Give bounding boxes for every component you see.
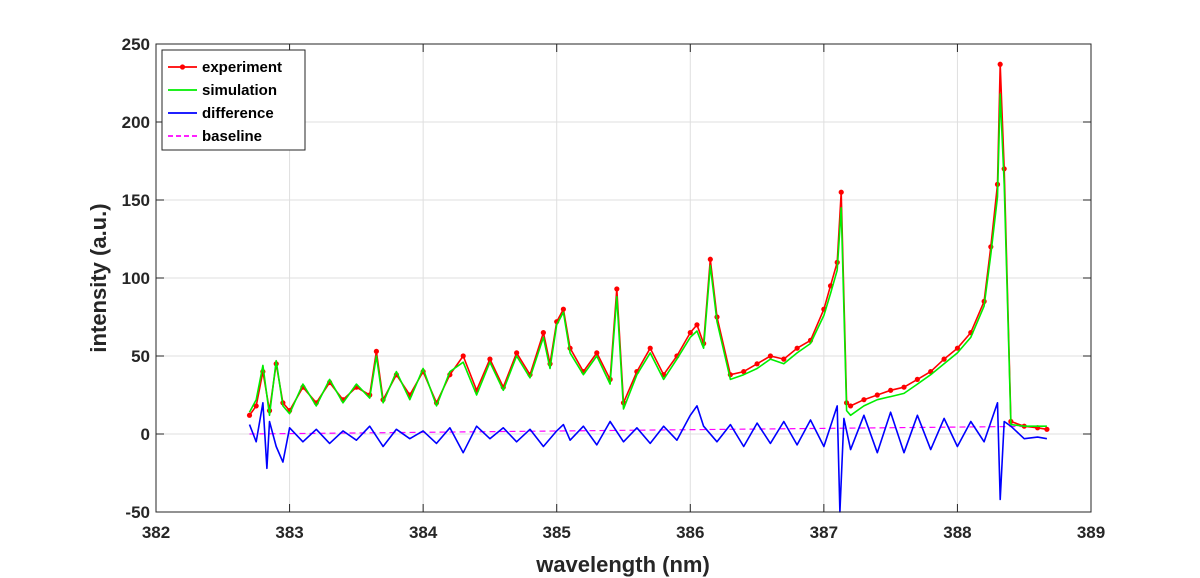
data-point-experiment xyxy=(861,397,867,403)
legend-items: experiment simulation difference baseline xyxy=(168,59,282,145)
legend: experiment simulation difference baseline xyxy=(161,49,306,151)
x-tick-label: 383 xyxy=(275,523,303,542)
data-point-experiment xyxy=(487,356,493,362)
data-point-experiment xyxy=(781,356,787,362)
x-tick-label: 389 xyxy=(1077,523,1105,542)
y-tick-label: 0 xyxy=(141,425,150,444)
legend-label-experiment: experiment xyxy=(202,59,282,76)
data-point-experiment xyxy=(594,350,600,356)
x-tick-label: 386 xyxy=(676,523,704,542)
y-tick-label: 50 xyxy=(131,347,150,366)
data-point-experiment xyxy=(847,403,854,409)
data-point-experiment xyxy=(614,286,620,292)
data-point-experiment xyxy=(460,353,466,359)
x-tick-label: 382 xyxy=(142,523,170,542)
x-axis-title: wavelength (nm) xyxy=(535,552,710,577)
series-layer xyxy=(246,61,1050,513)
data-point-experiment xyxy=(997,61,1003,67)
data-point-experiment xyxy=(246,412,253,418)
data-point-experiment xyxy=(647,345,653,351)
data-point-experiment xyxy=(754,361,760,367)
data-point-experiment xyxy=(888,387,894,393)
data-point-experiment xyxy=(838,189,844,195)
x-tick-label: 388 xyxy=(943,523,971,542)
x-tick-label: 385 xyxy=(543,523,571,542)
data-point-experiment xyxy=(954,345,961,351)
series-line-simulation xyxy=(248,93,1047,428)
data-point-experiment xyxy=(373,348,379,354)
y-axis-title: intensity (a.u.) xyxy=(86,203,111,352)
y-tick-labels: -50 0 50 100 150 200 250 xyxy=(122,35,150,522)
x-tick-label: 384 xyxy=(409,523,438,542)
ticks xyxy=(155,43,1092,513)
legend-label-baseline: baseline xyxy=(202,128,262,145)
plot-area xyxy=(155,43,1092,513)
data-point-experiment xyxy=(767,353,774,359)
legend-marker-experiment xyxy=(179,64,186,70)
x-tick-label: 387 xyxy=(810,523,838,542)
data-point-experiment xyxy=(794,345,800,351)
data-point-experiment xyxy=(253,403,259,409)
data-point-experiment xyxy=(540,330,546,336)
data-point-experiment xyxy=(741,369,747,375)
y-tick-label: -50 xyxy=(125,503,150,522)
legend-label-difference: difference xyxy=(202,105,274,122)
data-point-experiment xyxy=(914,376,920,382)
data-point-experiment xyxy=(694,322,700,328)
data-point-experiment xyxy=(1044,426,1050,432)
y-tick-label: 150 xyxy=(122,191,150,210)
x-tick-labels: 382 383 384 385 386 387 388 389 xyxy=(142,523,1105,542)
series-line-baseline xyxy=(249,425,1047,435)
data-point-experiment xyxy=(941,356,947,362)
data-point-experiment xyxy=(874,392,880,398)
data-point-experiment xyxy=(707,256,713,262)
y-tick-label: 250 xyxy=(122,35,150,54)
data-point-experiment xyxy=(560,306,566,312)
legend-label-simulation: simulation xyxy=(202,82,277,99)
data-point-experiment xyxy=(901,384,907,390)
y-tick-label: 200 xyxy=(122,113,150,132)
y-tick-label: 100 xyxy=(122,269,150,288)
series-line-difference xyxy=(248,401,1048,513)
data-point-experiment xyxy=(687,330,693,336)
data-point-experiment xyxy=(514,350,520,356)
